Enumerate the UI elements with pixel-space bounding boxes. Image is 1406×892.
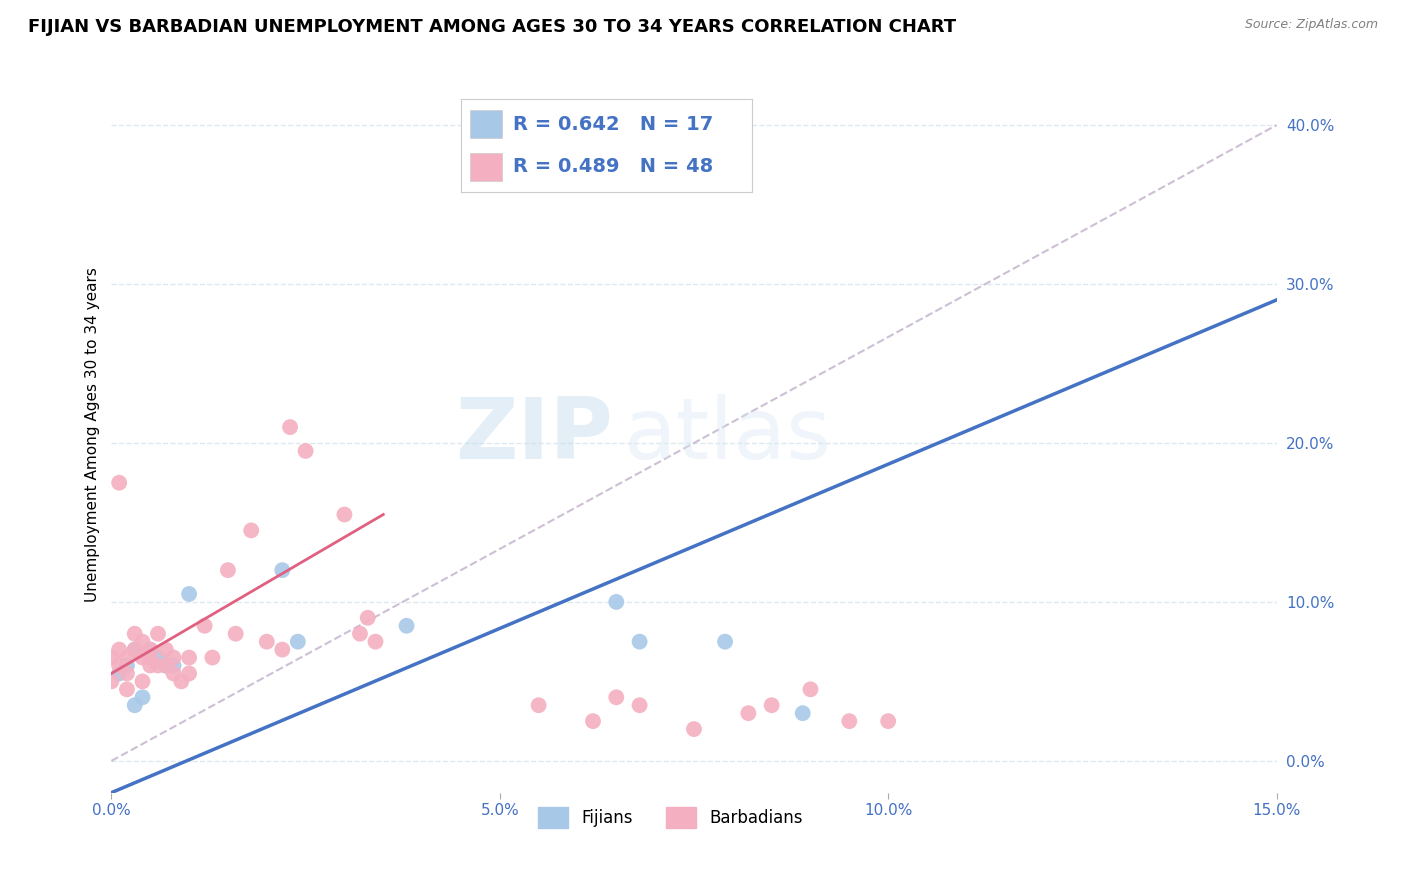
Point — [100, 650, 122, 665]
Point — [395, 619, 418, 633]
Point — [194, 619, 217, 633]
Point — [628, 698, 651, 713]
Point — [146, 626, 169, 640]
Point — [170, 674, 193, 689]
Point — [256, 634, 278, 648]
Point — [139, 658, 162, 673]
Point — [349, 626, 371, 640]
Point — [131, 690, 153, 705]
Point — [737, 706, 759, 721]
Text: FIJIAN VS BARBADIAN UNEMPLOYMENT AMONG AGES 30 TO 34 YEARS CORRELATION CHART: FIJIAN VS BARBADIAN UNEMPLOYMENT AMONG A… — [28, 18, 956, 36]
Point — [108, 475, 131, 490]
Point — [271, 642, 294, 657]
Point — [287, 634, 309, 648]
Point — [100, 674, 122, 689]
Point — [714, 634, 737, 648]
Point — [131, 674, 153, 689]
Point — [582, 714, 605, 728]
Text: atlas: atlas — [624, 393, 832, 476]
Point — [177, 587, 200, 601]
Point — [115, 658, 138, 673]
Point — [146, 650, 169, 665]
Point — [201, 650, 224, 665]
Point — [792, 706, 814, 721]
Point — [225, 626, 247, 640]
Point — [155, 642, 177, 657]
Point — [838, 714, 860, 728]
Point — [240, 524, 263, 538]
Point — [108, 666, 131, 681]
Point — [628, 634, 651, 648]
Point — [139, 650, 162, 665]
Point — [155, 658, 177, 673]
Point — [761, 698, 783, 713]
Point — [162, 666, 184, 681]
Point — [877, 714, 900, 728]
Point — [139, 642, 162, 657]
Point — [124, 698, 146, 713]
Point — [108, 642, 131, 657]
Text: Source: ZipAtlas.com: Source: ZipAtlas.com — [1244, 18, 1378, 31]
Y-axis label: Unemployment Among Ages 30 to 34 years: Unemployment Among Ages 30 to 34 years — [86, 268, 100, 602]
Point — [177, 650, 200, 665]
Point — [115, 666, 138, 681]
Point — [108, 658, 131, 673]
Point — [124, 642, 146, 657]
Point — [115, 650, 138, 665]
Point — [357, 611, 380, 625]
Point — [131, 634, 153, 648]
Point — [131, 650, 153, 665]
Point — [162, 658, 184, 673]
Point — [139, 642, 162, 657]
Point — [605, 690, 627, 705]
Point — [155, 658, 177, 673]
Point — [271, 563, 294, 577]
Point — [124, 642, 146, 657]
Point — [294, 444, 316, 458]
Text: ZIP: ZIP — [454, 393, 613, 476]
Point — [333, 508, 356, 522]
Point — [115, 682, 138, 697]
Point — [799, 682, 821, 697]
Point — [177, 666, 200, 681]
Point — [605, 595, 627, 609]
Point — [217, 563, 239, 577]
Point — [683, 722, 706, 736]
Point — [124, 626, 146, 640]
Point — [527, 698, 550, 713]
Point — [146, 658, 169, 673]
Point — [364, 634, 387, 648]
Point — [278, 420, 301, 434]
Point — [162, 650, 184, 665]
Legend: Fijians, Barbadians: Fijians, Barbadians — [531, 801, 810, 834]
